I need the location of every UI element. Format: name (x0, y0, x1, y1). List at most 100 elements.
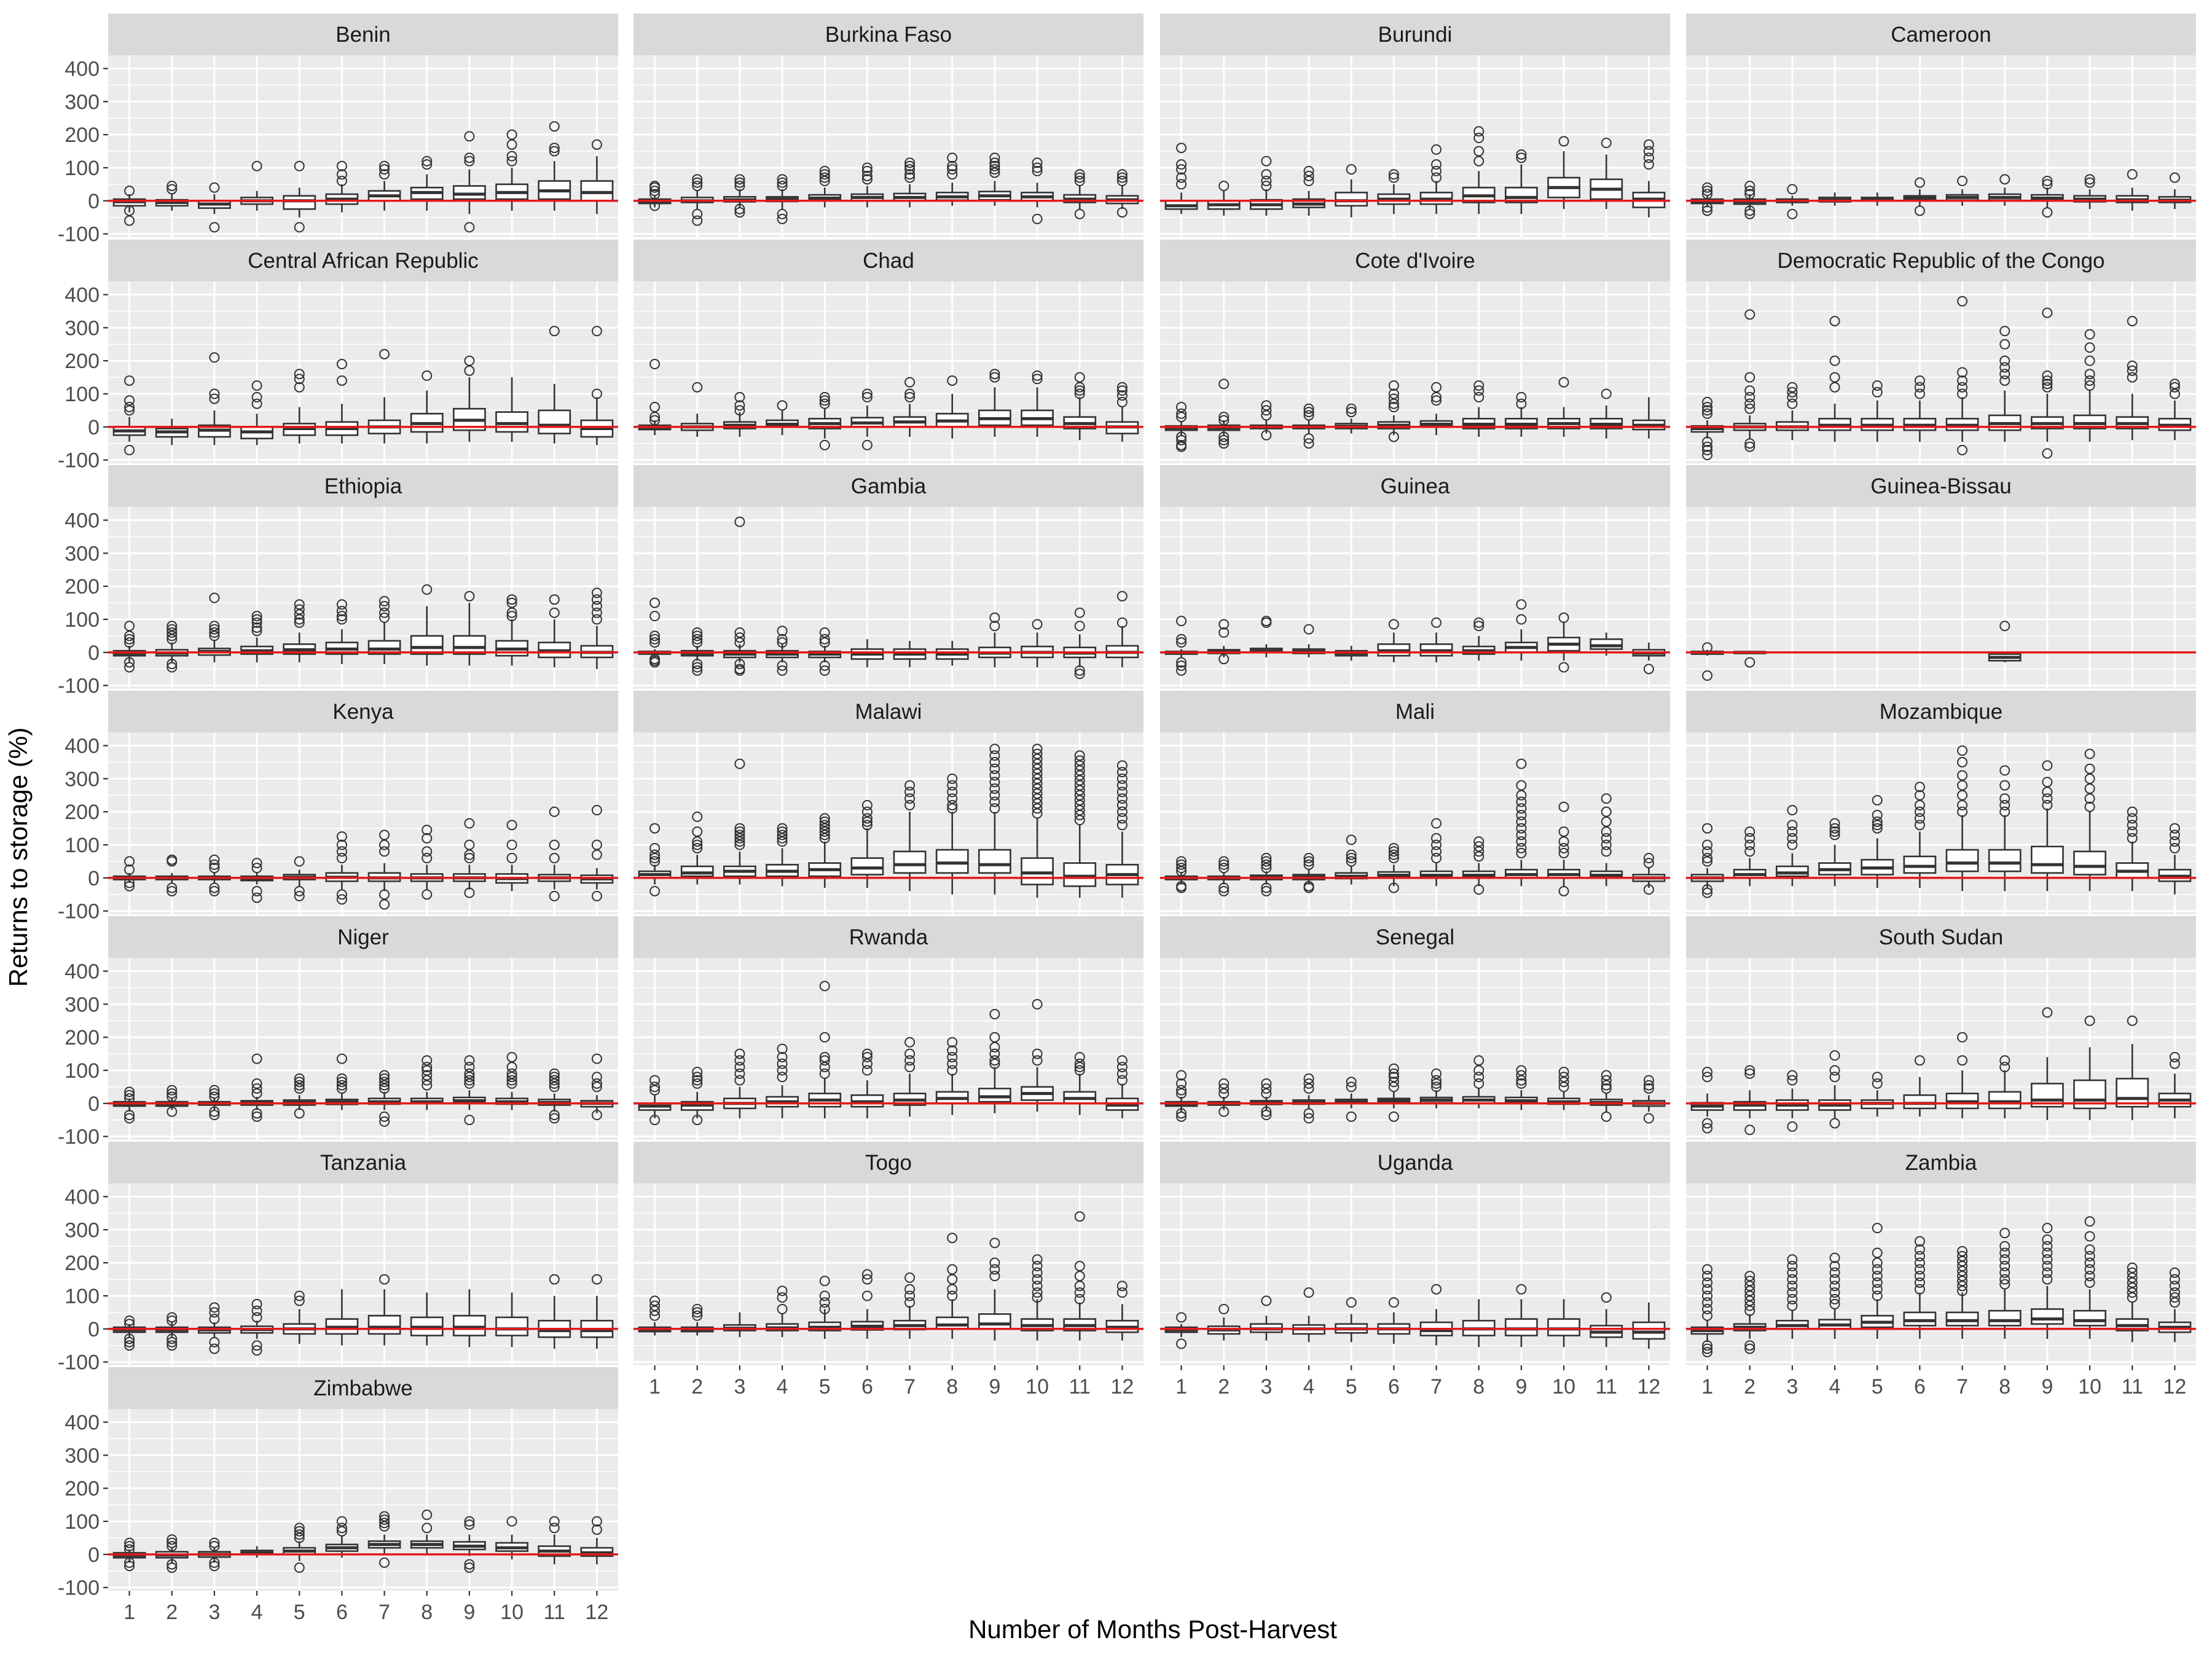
outlier-point (2084, 1231, 2095, 1242)
outlier-point (734, 758, 745, 769)
outlier-point (336, 169, 347, 180)
outlier-point (1074, 1058, 1085, 1069)
outlier-point (1643, 1113, 1654, 1124)
outlier-point (1702, 1343, 1713, 1354)
y-tick-label: 0 (88, 416, 100, 439)
outlier-point (777, 1304, 788, 1315)
outlier-point (734, 637, 745, 648)
outlier-point (1702, 1346, 1713, 1357)
outlier-point (734, 1048, 745, 1059)
outlier-point (591, 1516, 602, 1527)
outlier-point (1872, 1277, 1883, 1288)
outlier-point (1516, 1070, 1527, 1081)
outlier-point (1074, 382, 1085, 393)
outlier-point (1116, 176, 1128, 187)
outlier-point (1261, 885, 1272, 896)
outlier-point (506, 1051, 517, 1062)
box-iqr (1945, 849, 1979, 873)
outlier-point (819, 395, 830, 406)
facet-strip (108, 1367, 618, 1409)
outlier-point (777, 174, 788, 185)
box-10 (1547, 612, 1580, 673)
outlier-point (1176, 179, 1187, 190)
outlier-point (1116, 1287, 1128, 1298)
outlier-point (1218, 863, 1230, 874)
outlier-point (422, 1070, 433, 1081)
outlier-point (904, 1297, 916, 1308)
outlier-point (549, 839, 560, 850)
outlier-point (819, 169, 830, 180)
outlier-point (1702, 1264, 1713, 1275)
outlier-point (989, 152, 1000, 163)
outlier-point (209, 1343, 220, 1354)
x-tick-label: 9 (463, 1601, 475, 1624)
outlier-point (1261, 405, 1272, 416)
outlier-point (506, 853, 517, 864)
outlier-point (1914, 1250, 1925, 1261)
box-7 (367, 1511, 401, 1568)
outlier-point (209, 592, 220, 603)
outlier-point (1303, 176, 1314, 187)
outlier-point (1261, 1078, 1272, 1089)
outlier-point (549, 1113, 560, 1124)
outlier-point (1516, 830, 1527, 841)
outlier-point (1074, 372, 1085, 383)
box-iqr (1903, 1094, 1937, 1110)
outlier-point (1702, 436, 1713, 447)
outlier-point (947, 1051, 958, 1062)
outlier-point (336, 614, 347, 625)
outlier-point (294, 1562, 305, 1573)
outlier-point (1074, 765, 1085, 776)
outlier-point (379, 889, 390, 900)
outlier-point (124, 630, 135, 641)
outlier-point (1303, 853, 1314, 864)
x-tick-label: 6 (1914, 1375, 1926, 1398)
outlier-point (947, 164, 958, 175)
outlier-point (464, 853, 475, 864)
outlier-point (549, 594, 560, 605)
facet-strip (108, 240, 618, 281)
outlier-point (947, 1045, 958, 1056)
box-8 (410, 1055, 444, 1110)
outlier-point (1116, 793, 1128, 804)
outlier-point (1744, 438, 1755, 449)
box-10 (1021, 743, 1054, 898)
outlier-point (1744, 1124, 1755, 1135)
outlier-point (989, 777, 1000, 788)
outlier-point (379, 1116, 390, 1127)
outlier-point (1473, 380, 1484, 391)
outlier-point (209, 630, 220, 641)
x-tick-label: 2 (1744, 1375, 1755, 1398)
outlier-point (1999, 355, 2010, 366)
outlier-point (1787, 1267, 1798, 1278)
outlier-point (989, 369, 1000, 380)
outlier-point (167, 1106, 178, 1117)
outlier-point (336, 1077, 347, 1088)
box-iqr (2116, 1078, 2149, 1108)
outlier-point (1957, 1285, 1968, 1296)
y-tick-label: -100 (58, 1126, 100, 1149)
outlier-point (464, 590, 475, 602)
outlier-point (692, 215, 703, 226)
outlier-point (506, 1075, 517, 1086)
outlier-point (1914, 1277, 1925, 1288)
outlier-point (422, 1509, 433, 1520)
outlier-point (692, 1075, 703, 1086)
outlier-point (2127, 372, 2138, 383)
outlier-point (649, 597, 661, 608)
box-iqr (1776, 865, 1809, 877)
x-tick-label: 3 (734, 1375, 745, 1398)
outlier-point (1601, 839, 1612, 850)
outlier-point (692, 826, 703, 837)
x-tick-label: 8 (1999, 1375, 2010, 1398)
facet-panel (1686, 1183, 2196, 1365)
outlier-point (861, 799, 873, 810)
outlier-point (1702, 1310, 1713, 1321)
facet-gambia: Gambia (633, 465, 1143, 689)
outlier-point (1176, 616, 1187, 627)
outlier-point (1388, 398, 1399, 409)
outlier-point (1914, 177, 1925, 188)
outlier-point (1032, 1287, 1043, 1298)
outlier-point (777, 213, 788, 224)
outlier-point (861, 439, 873, 450)
